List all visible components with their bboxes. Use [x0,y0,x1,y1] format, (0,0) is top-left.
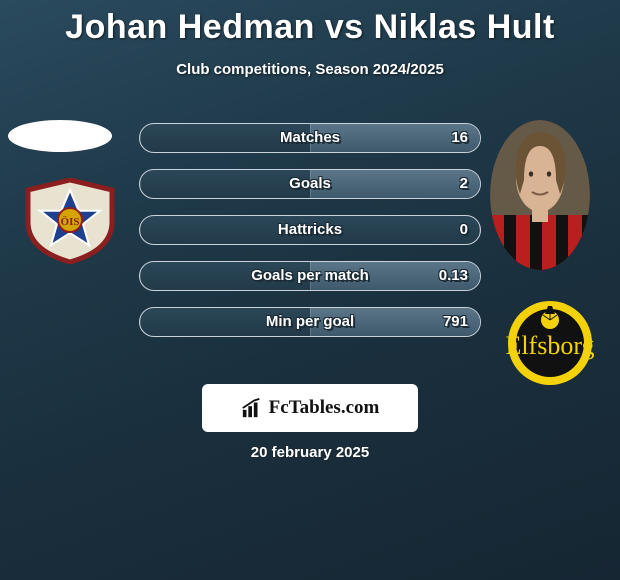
stat-label: Goals [140,175,480,192]
svg-text:Elfsborg: Elfsborg [505,331,594,360]
stat-row-matches: Matches 16 [139,123,481,153]
stat-label: Goals per match [140,267,480,284]
stat-row-hattricks: Hattricks 0 [139,215,481,245]
shield-star-icon: ÖIS [20,178,120,264]
stat-value-right: 16 [451,129,468,146]
subtitle: Club competitions, Season 2024/2025 [0,61,620,78]
stat-value-right: 0.13 [439,267,468,284]
svg-text:ÖIS: ÖIS [61,215,80,228]
round-badge-icon: Elfsborg [500,300,600,386]
stat-value-right: 2 [460,175,468,192]
stats-panel: Matches 16 Goals 2 Hattricks 0 Goals per… [139,123,481,353]
stat-value-right: 791 [443,313,468,330]
bar-chart-icon [241,397,263,419]
player-avatar-right [490,120,590,270]
stat-row-goals: Goals 2 [139,169,481,199]
brand-text: FcTables.com [269,397,380,419]
stat-row-min-per-goal: Min per goal 791 [139,307,481,337]
stat-label: Matches [140,129,480,146]
club-crest-left: ÖIS [20,178,120,264]
brand-box: FcTables.com [202,384,418,432]
player-portrait-icon [490,120,590,270]
stat-value-right: 0 [460,221,468,238]
club-crest-right: Elfsborg [500,300,600,386]
date-label: 20 february 2025 [0,444,620,461]
page-title: Johan Hedman vs Niklas Hult [0,0,620,47]
player-avatar-left [8,120,112,152]
stat-row-goals-per-match: Goals per match 0.13 [139,261,481,291]
stat-label: Min per goal [140,313,480,330]
stat-label: Hattricks [140,221,480,238]
